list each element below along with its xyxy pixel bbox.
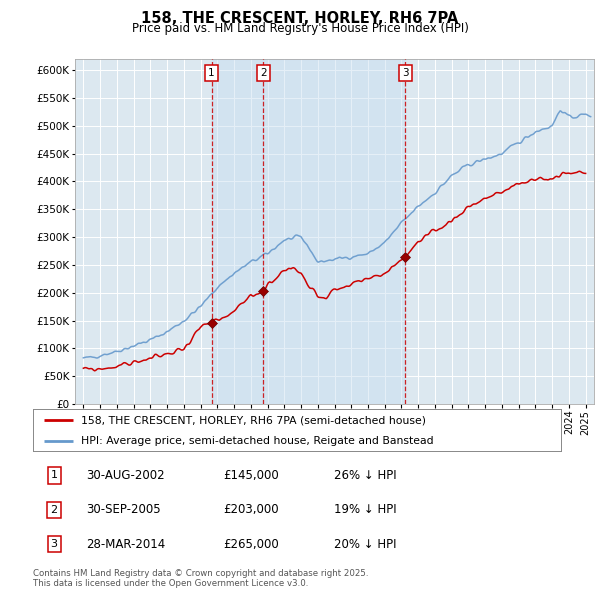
Text: 1: 1 — [50, 470, 58, 480]
Text: 1: 1 — [208, 68, 215, 78]
Text: 3: 3 — [402, 68, 409, 78]
Text: £145,000: £145,000 — [223, 469, 279, 482]
Text: 26% ↓ HPI: 26% ↓ HPI — [334, 469, 397, 482]
Text: £203,000: £203,000 — [223, 503, 279, 516]
Text: 30-AUG-2002: 30-AUG-2002 — [86, 469, 164, 482]
Text: Contains HM Land Registry data © Crown copyright and database right 2025.
This d: Contains HM Land Registry data © Crown c… — [33, 569, 368, 588]
Text: Price paid vs. HM Land Registry's House Price Index (HPI): Price paid vs. HM Land Registry's House … — [131, 22, 469, 35]
Text: 28-MAR-2014: 28-MAR-2014 — [86, 537, 165, 550]
Bar — [263, 59, 406, 404]
Text: 3: 3 — [50, 539, 58, 549]
Text: HPI: Average price, semi-detached house, Reigate and Banstead: HPI: Average price, semi-detached house,… — [80, 436, 433, 445]
Text: 20% ↓ HPI: 20% ↓ HPI — [334, 537, 397, 550]
Text: 2: 2 — [50, 505, 58, 514]
Text: £265,000: £265,000 — [223, 537, 279, 550]
Text: 30-SEP-2005: 30-SEP-2005 — [86, 503, 160, 516]
Bar — [212, 59, 263, 404]
Text: 158, THE CRESCENT, HORLEY, RH6 7PA (semi-detached house): 158, THE CRESCENT, HORLEY, RH6 7PA (semi… — [80, 415, 425, 425]
Text: 158, THE CRESCENT, HORLEY, RH6 7PA: 158, THE CRESCENT, HORLEY, RH6 7PA — [142, 11, 458, 25]
Text: 2: 2 — [260, 68, 266, 78]
Text: 19% ↓ HPI: 19% ↓ HPI — [334, 503, 397, 516]
